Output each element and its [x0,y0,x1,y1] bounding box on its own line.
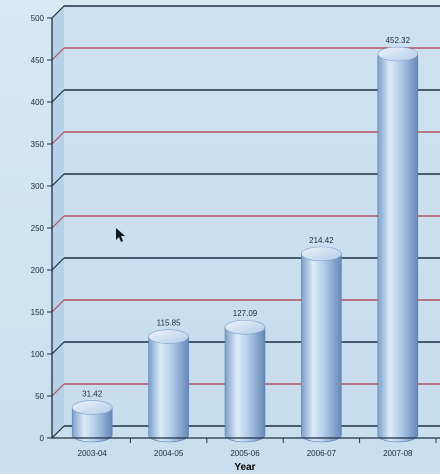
bar-cylinder [148,329,189,443]
bar-value-label: 452.32 [386,36,411,45]
bar-body [301,253,342,443]
gridline-diag [51,47,65,61]
bar-cap [71,400,113,415]
bar-cylinder [224,319,266,443]
gridline-diag [51,173,65,187]
bar-cap [224,319,266,335]
y-tick-label: 250 [31,224,45,233]
y-axis: 0 50 100 150 200 250 300 350 400 450 500 [31,14,53,443]
y-tick-label: 350 [31,140,45,149]
y-tick-label: 150 [31,308,45,317]
x-tick-label: 2003-04 [78,449,108,458]
bar-body [377,53,419,443]
y-tick-label: 450 [31,56,45,65]
bar-cap [301,246,342,262]
y-tick-label: 0 [40,434,45,443]
x-axis: 2003-04 2004-05 2005-06 2006-07 2007-08 [52,437,440,458]
x-axis-title: Year [234,462,255,473]
gridline-diag [51,257,65,271]
bar-cylinder [71,400,113,443]
y-tick-label: 200 [31,266,45,275]
bar-value-label: 127.09 [233,309,258,318]
bar-value-label: 214.42 [309,236,334,245]
y-tick-label: 500 [31,14,45,23]
bar-cylinder [301,246,342,443]
gridline-diag [51,215,65,229]
x-tick-label: 2004-05 [154,449,184,458]
y-tick-label: 400 [31,98,45,107]
bar-body [148,336,189,443]
gridline-diag [51,131,65,145]
bar-cylinder [377,46,419,443]
gridline-diag [51,425,65,439]
bar-value-label: 31.42 [82,390,103,399]
y-tick-label: 100 [31,350,45,359]
gridline-diag [51,383,65,397]
gridline-diag [51,341,65,355]
gridline-diag [51,5,65,19]
bar-value-label: 115.85 [157,319,181,328]
gridline-diag [51,299,65,313]
y-tick-label: 300 [31,182,45,191]
bars: 31.42 115.85 127.09 214.42 452.32 [71,36,419,443]
y-tick-label: 50 [35,392,44,401]
bar-cap [377,46,419,62]
gridline-diag [51,89,65,103]
bar-body [71,407,113,443]
x-tick-label: 2007-08 [383,449,413,458]
cursor-icon [116,228,125,242]
x-tick-label: 2006-07 [307,449,337,458]
x-tick-label: 2005-06 [230,449,260,458]
bar-body [224,326,266,443]
bar-cap [148,329,189,344]
